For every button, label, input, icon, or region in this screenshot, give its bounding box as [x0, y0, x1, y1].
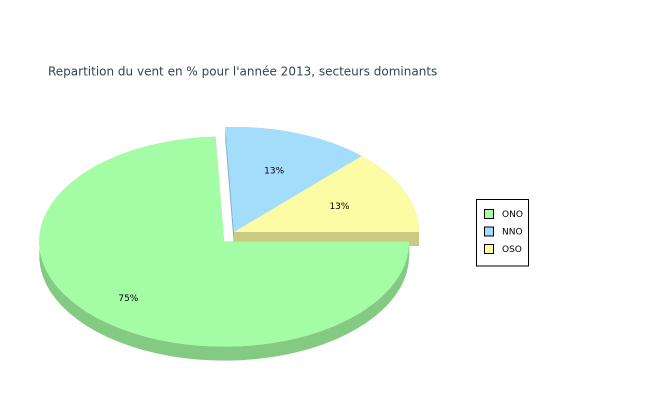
legend-swatch	[484, 226, 494, 237]
pie-tops	[39, 127, 419, 347]
legend-label: NNO	[502, 228, 523, 238]
value-label: 13%	[329, 202, 349, 212]
legend-label: OSO	[502, 245, 522, 255]
pie-slice	[234, 156, 419, 232]
legend-swatch	[484, 244, 494, 254]
chart-title: Repartition du vent en % pour l'année 20…	[48, 65, 437, 79]
legend-label: ONO	[502, 210, 523, 220]
pie-slice	[39, 136, 410, 347]
value-label: 13%	[264, 167, 284, 177]
slice-cut-face	[225, 127, 234, 246]
pie-slice	[225, 127, 362, 232]
value-label: 75%	[118, 294, 138, 304]
legend-swatch	[484, 209, 494, 219]
